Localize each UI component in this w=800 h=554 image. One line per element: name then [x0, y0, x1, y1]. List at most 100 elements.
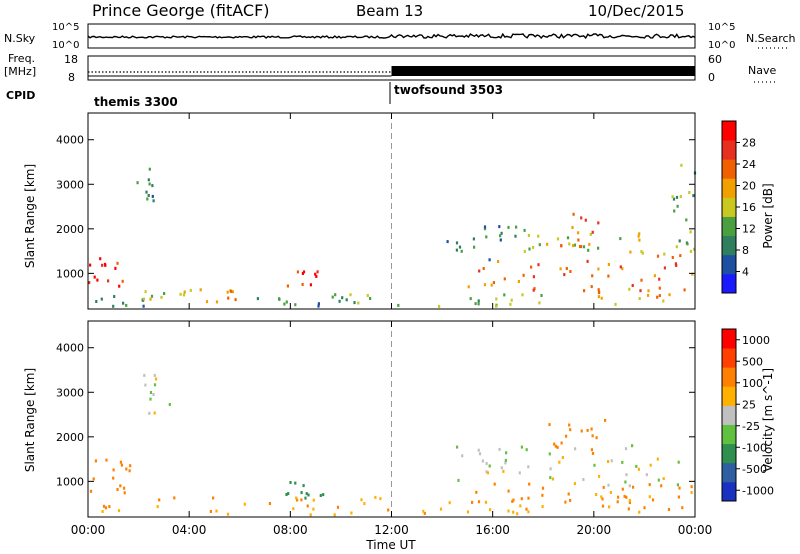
time-x-axis: 00:00 04:00 08:00 12:00 16:00 20:00 00:00: [71, 113, 712, 537]
heatmap-cell: [509, 302, 512, 306]
heatmap-cell: [563, 273, 566, 277]
heatmap-cell: [580, 429, 583, 433]
heatmap-cell: [495, 297, 498, 301]
heatmap-cell: [678, 486, 681, 490]
heatmap-cell: [639, 289, 642, 293]
colorbar-segment: [722, 273, 736, 294]
heatmap-cell: [158, 498, 161, 502]
colorbar-segment: [722, 462, 736, 483]
heatmap-cell: [645, 473, 648, 477]
velocity-y-axis: 1000 2000 3000 4000: [56, 342, 695, 488]
heatmap-cell: [488, 258, 491, 262]
freq-label-line1: Freq.: [8, 52, 35, 65]
heatmap-cell: [625, 495, 628, 499]
heatmap-cell: [338, 299, 341, 303]
heatmap-cell: [658, 286, 661, 290]
heatmap-cell: [559, 267, 562, 271]
heatmap-cell: [439, 507, 443, 511]
heatmap-cell: [516, 512, 519, 516]
heatmap-cell: [556, 445, 559, 449]
heatmap-cell: [168, 403, 171, 406]
heatmap-cell: [477, 299, 480, 303]
heatmap-cell: [148, 182, 151, 186]
heatmap-cell: [504, 461, 507, 465]
heatmap-cell: [591, 434, 594, 438]
heatmap-cell: [306, 504, 309, 508]
heatmap-cell: [532, 275, 535, 279]
heatmap-cell: [296, 498, 299, 502]
heatmap-cell: [571, 226, 574, 229]
heatmap-cell: [160, 295, 163, 299]
heatmap-cell: [621, 460, 624, 464]
heatmap-cell: [142, 304, 145, 308]
heatmap-cell: [628, 501, 631, 505]
heatmap-cell: [173, 496, 176, 500]
colorbar-tick-label: 25: [742, 398, 756, 411]
heatmap-cell: [574, 447, 577, 451]
cpid-segment-twofsound: twofsound 3503: [394, 83, 503, 97]
heatmap-cell: [145, 190, 148, 194]
heatmap-cell: [256, 297, 259, 301]
heatmap-cell: [668, 293, 671, 297]
heatmap-cell: [482, 267, 485, 270]
heatmap-cell: [387, 508, 390, 512]
heatmap-cell: [467, 285, 470, 289]
heatmap-cell: [518, 471, 521, 475]
heatmap-cell: [537, 263, 540, 267]
heatmap-cell: [679, 254, 682, 258]
heatmap-cell: [457, 478, 460, 482]
heatmap-cell: [345, 298, 348, 302]
heatmap-cell: [212, 496, 215, 500]
heatmap-cell: [515, 225, 518, 229]
heatmap-cell: [163, 292, 166, 295]
heatmap-cell: [573, 482, 576, 486]
heatmap-cell: [285, 493, 288, 496]
heatmap-cell: [675, 264, 678, 267]
heatmap-cell: [641, 251, 644, 255]
colorbar-segment: [722, 140, 736, 160]
heatmap-cell: [640, 250, 643, 254]
heatmap-cell: [499, 234, 502, 238]
heatmap-cell: [597, 288, 600, 292]
heatmap-cell: [549, 467, 552, 471]
heatmap-cell: [590, 448, 593, 452]
beam-label: Beam 13: [356, 2, 423, 20]
heatmap-cell: [116, 488, 119, 491]
velocity-colorbar: 1000 500 100 25 -25 -100 -500 -1000: [721, 328, 774, 502]
heatmap-cell: [572, 212, 575, 216]
heatmap-cell: [660, 484, 663, 488]
heatmap-cell: [648, 495, 651, 499]
heatmap-cell: [438, 304, 441, 308]
heatmap-cell: [469, 297, 472, 301]
heatmap-cell: [662, 299, 665, 303]
heatmap-cell: [628, 498, 631, 502]
heatmap-cell: [595, 436, 598, 440]
x-tick-label: 20:00: [577, 523, 612, 537]
heatmap-cell: [226, 290, 229, 294]
nsky-tick-bottom: 10^0: [52, 40, 79, 51]
heatmap-cell: [423, 511, 426, 515]
x-tick-label: 00:00: [71, 523, 106, 537]
heatmap-cell: [619, 265, 622, 269]
heatmap-cell: [693, 247, 696, 251]
heatmap-cell: [112, 304, 115, 308]
heatmap-cell: [289, 481, 292, 484]
heatmap-cell: [461, 454, 464, 458]
x-tick-label: 16:00: [475, 523, 510, 537]
heatmap-cell: [234, 298, 237, 302]
colorbar-tick-label: 24: [742, 158, 756, 171]
heatmap-cell: [278, 297, 281, 301]
heatmap-cell: [631, 284, 634, 287]
velocity-heatmap: [89, 373, 693, 517]
date-label: 10/Dec/2015: [588, 2, 684, 20]
heatmap-cell: [101, 510, 104, 513]
heatmap-cell: [538, 301, 541, 305]
heatmap-cell: [112, 468, 115, 472]
heatmap-cell: [357, 301, 360, 305]
heatmap-cell: [617, 495, 620, 499]
heatmap-cell: [305, 492, 308, 496]
y-tick-label: 1000: [56, 475, 84, 488]
heatmap-cell: [656, 457, 659, 461]
heatmap-cell: [150, 294, 154, 298]
y-tick-label: 2000: [56, 431, 84, 444]
